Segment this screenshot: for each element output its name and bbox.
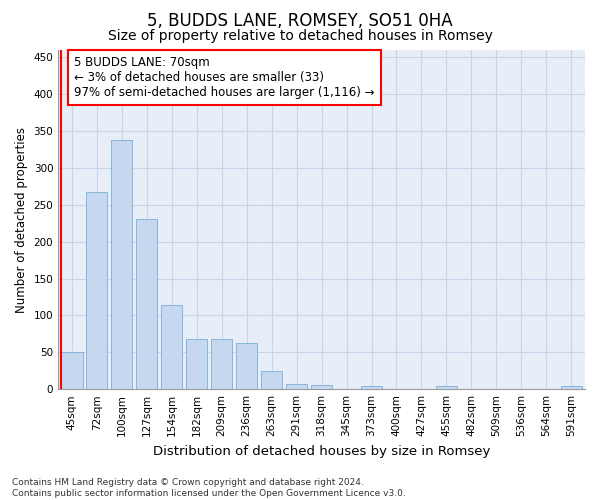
Bar bbox=[361, 386, 382, 389]
Text: 5 BUDDS LANE: 70sqm
← 3% of detached houses are smaller (33)
97% of semi-detache: 5 BUDDS LANE: 70sqm ← 3% of detached hou… bbox=[74, 56, 375, 99]
Bar bbox=[436, 386, 457, 389]
Bar bbox=[311, 385, 332, 389]
Bar bbox=[286, 384, 307, 389]
Bar bbox=[136, 219, 157, 389]
Bar bbox=[111, 140, 133, 389]
Bar bbox=[261, 370, 282, 389]
Bar bbox=[161, 305, 182, 389]
Text: 5, BUDDS LANE, ROMSEY, SO51 0HA: 5, BUDDS LANE, ROMSEY, SO51 0HA bbox=[147, 12, 453, 30]
Text: Contains HM Land Registry data © Crown copyright and database right 2024.
Contai: Contains HM Land Registry data © Crown c… bbox=[12, 478, 406, 498]
Bar bbox=[211, 339, 232, 389]
X-axis label: Distribution of detached houses by size in Romsey: Distribution of detached houses by size … bbox=[153, 444, 490, 458]
Bar bbox=[236, 344, 257, 389]
Bar bbox=[186, 339, 208, 389]
Bar bbox=[86, 192, 107, 389]
Bar bbox=[61, 352, 83, 389]
Text: Size of property relative to detached houses in Romsey: Size of property relative to detached ho… bbox=[107, 29, 493, 43]
Bar bbox=[560, 386, 582, 389]
Y-axis label: Number of detached properties: Number of detached properties bbox=[15, 126, 28, 312]
